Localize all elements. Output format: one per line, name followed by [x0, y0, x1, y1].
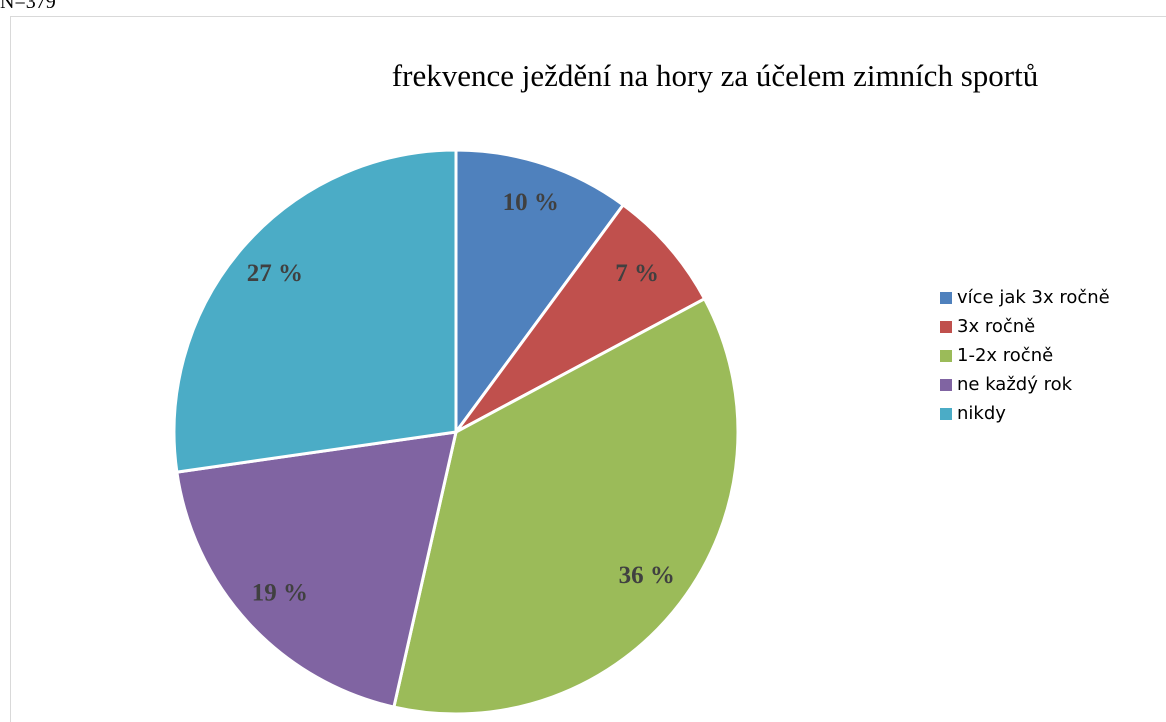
pie-slice — [454, 202, 707, 434]
legend-swatch — [940, 408, 952, 420]
legend-swatch — [940, 379, 952, 391]
pie-slice — [392, 296, 740, 716]
pie-slice — [175, 430, 458, 709]
legend-label: nikdy — [957, 403, 1006, 424]
sample-note: N=379 — [0, 0, 56, 13]
value-label: 10 % — [503, 189, 559, 216]
legend-label: 3x ročně — [957, 316, 1035, 337]
legend-swatch — [940, 292, 952, 304]
value-label: 27 % — [247, 260, 303, 287]
pie-slice — [172, 148, 458, 474]
legend-swatch — [940, 321, 952, 333]
chart-title: frekvence ježdění na hory za účelem zimn… — [392, 58, 1038, 93]
value-label: 36 % — [619, 562, 675, 589]
chart-frame — [10, 16, 1166, 722]
legend-label: 1-2x ročně — [957, 345, 1053, 366]
pie-slice — [454, 148, 626, 437]
legend-label: více jak 3x ročně — [957, 287, 1110, 308]
value-label: 19 % — [252, 579, 308, 606]
value-label: 7 % — [615, 260, 659, 287]
legend-label: ne každý rok — [957, 374, 1073, 395]
legend-swatch — [940, 350, 952, 362]
